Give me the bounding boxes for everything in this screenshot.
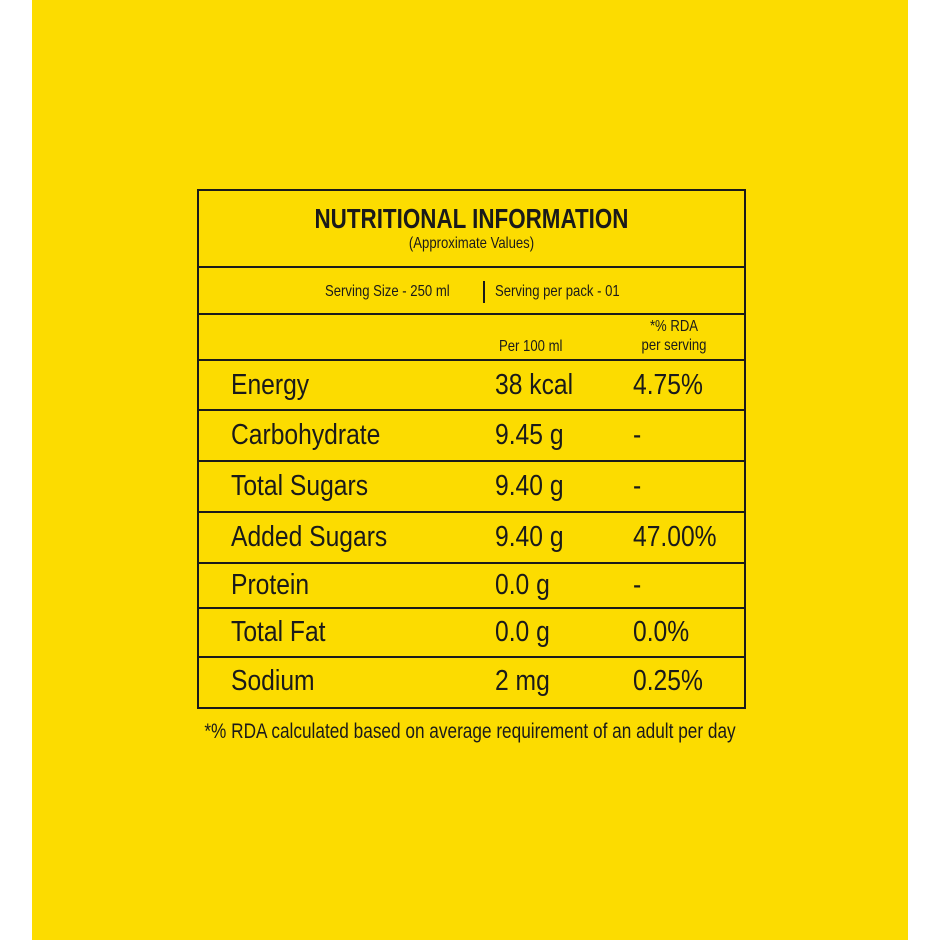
per-100ml-value: 9.40 g: [495, 469, 564, 502]
background-panel: [32, 0, 908, 940]
per-100ml-value: 38 kcal: [495, 368, 574, 401]
nutrient-name: Total Sugars: [231, 469, 369, 502]
divider: [199, 460, 744, 462]
rda-value: 4.75%: [633, 368, 703, 401]
table-subtitle: (Approximate Values): [408, 235, 535, 252]
rda-value: 0.25%: [633, 665, 703, 697]
divider: [199, 656, 744, 658]
column-header: Per 100 ml: [499, 338, 563, 355]
per-100ml-value: 9.45 g: [495, 418, 564, 451]
per-100ml-value: 9.40 g: [495, 520, 564, 553]
column-header: per serving: [641, 337, 707, 354]
rda-value: 47.00%: [633, 520, 717, 553]
servings-per-pack: Serving per pack - 01: [495, 283, 620, 300]
footnote: *% RDA calculated based on average requi…: [204, 720, 736, 743]
rda-value: -: [633, 568, 642, 601]
per-100ml-value: 0.0 g: [495, 615, 550, 648]
divider: [199, 313, 744, 315]
divider: [199, 562, 744, 564]
nutrient-name: Carbohydrate: [231, 418, 381, 451]
rda-value: -: [633, 469, 642, 502]
column-header: *% RDA: [649, 318, 699, 335]
divider: [199, 409, 744, 411]
divider: [199, 607, 744, 609]
serving-size: Serving Size - 250 ml: [325, 283, 450, 300]
table-title: NUTRITIONAL INFORMATION: [314, 203, 629, 234]
nutrient-name: Added Sugars: [231, 520, 388, 553]
divider: [199, 359, 744, 361]
separator: [483, 281, 485, 303]
divider: [199, 266, 744, 268]
per-100ml-value: 0.0 g: [495, 568, 550, 601]
per-100ml-value: 2 mg: [495, 665, 550, 697]
nutrition-table: NUTRITIONAL INFORMATION (Approximate Val…: [197, 189, 746, 709]
rda-value: 0.0%: [633, 615, 690, 648]
divider: [199, 511, 744, 513]
nutrient-name: Sodium: [231, 665, 315, 697]
nutrient-name: Energy: [231, 368, 310, 401]
nutrient-name: Protein: [231, 568, 310, 601]
nutrient-name: Total Fat: [231, 615, 326, 648]
rda-value: -: [633, 418, 642, 451]
